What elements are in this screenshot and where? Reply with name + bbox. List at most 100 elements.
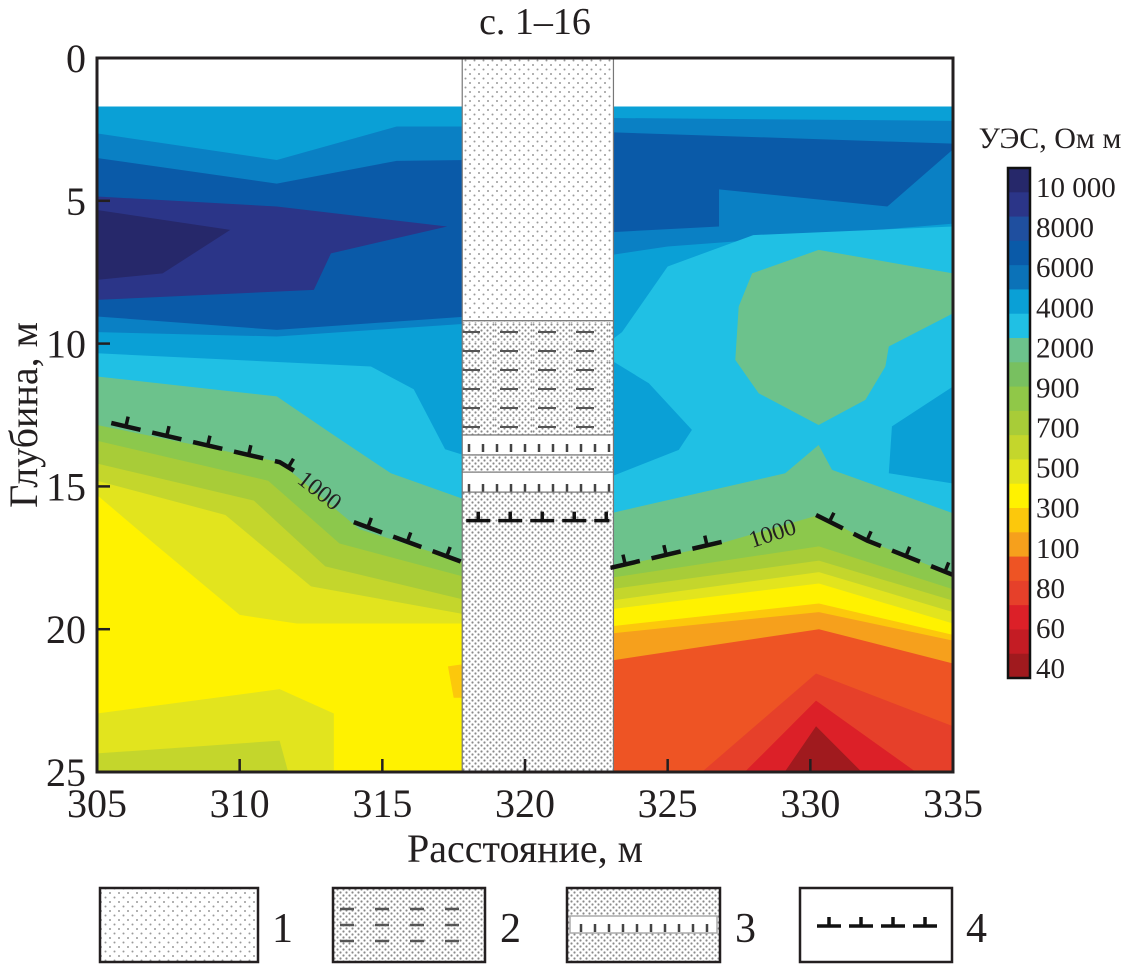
contour-region-10000 — [97, 209, 231, 280]
legend-label-2: 2 — [500, 906, 521, 952]
y-tick-label: 0 — [66, 36, 86, 81]
legend-item-2: 2 — [331, 886, 521, 964]
contour-tick — [621, 554, 627, 565]
contour-1000-lines — [110, 416, 954, 578]
x-tick-label: 305 — [67, 781, 127, 826]
x-tick-label: 335 — [923, 781, 983, 826]
contour-tick — [246, 444, 253, 456]
borehole-layer-dense — [461, 491, 615, 773]
colorbar-swatch — [1008, 289, 1030, 315]
colorbar-swatch — [1008, 192, 1030, 218]
x-axis-title: Расстояние, м — [407, 826, 643, 871]
contour-region-8000 — [97, 196, 448, 300]
y-tick-label: 25 — [46, 750, 86, 795]
colorbar-title: УЭС, Ом м — [979, 122, 1122, 155]
contour-1000-line — [815, 512, 954, 578]
colorbar-label: 10 000 — [1036, 172, 1116, 204]
y-tick-label: 20 — [46, 607, 86, 652]
borehole-layer-2 — [461, 320, 615, 436]
contour-tick — [904, 546, 912, 557]
x-tick-label: 320 — [495, 781, 555, 826]
colorbar-swatch — [1008, 459, 1030, 485]
contour-tick — [124, 416, 130, 427]
colorbar-label: 40 — [1036, 653, 1065, 685]
colorbar-swatch — [1008, 629, 1030, 655]
contour-1000-line — [110, 420, 296, 473]
y-tick-label: 15 — [46, 464, 86, 509]
contour-region-1500 — [735, 249, 953, 425]
contour-tick — [943, 561, 951, 573]
borehole-layer-1 — [461, 57, 615, 322]
colorbar-label: 4000 — [1036, 292, 1094, 324]
legend-item-3: 3 — [565, 886, 756, 964]
contour-tick — [366, 517, 373, 528]
legend-label-3: 3 — [735, 906, 756, 952]
colorbar-swatch — [1008, 168, 1030, 193]
contour-tick — [703, 535, 709, 546]
legend-dashes — [340, 907, 459, 943]
colorbar-swatch — [1008, 216, 1030, 242]
contour-tick — [205, 435, 212, 446]
colorbar-label: 6000 — [1036, 252, 1094, 284]
colorbar-swatch — [1008, 508, 1030, 533]
colorbar-swatch — [1008, 435, 1030, 461]
colorbar-swatch — [1008, 410, 1030, 436]
borehole-layer-3 — [461, 471, 615, 493]
contour-tick — [405, 531, 413, 543]
contour-tick — [286, 457, 295, 469]
colorbar-frame — [1006, 166, 1032, 680]
contour-region-3000 — [888, 386, 953, 484]
contour-tick — [865, 530, 873, 542]
colorbar: 10 000 8000 6000 4000 2000 900 700 500 300 100 80 6… — [1006, 166, 1116, 685]
x-tick-label: 325 — [638, 781, 698, 826]
legend-item-1: 1 — [98, 886, 293, 964]
contour-region-60 — [744, 700, 916, 772]
legend: 1 2 3 4 — [98, 886, 987, 964]
contour-region-3000 — [610, 359, 692, 477]
colorbar-swatch — [1008, 265, 1030, 291]
contour-region-6000 — [610, 132, 953, 233]
y-tick-label: 5 — [66, 179, 86, 224]
colorbar-swatch — [1008, 313, 1030, 339]
borehole-column — [461, 57, 615, 773]
legend-swatch-loam — [331, 886, 487, 964]
borehole-layer-3 — [461, 434, 615, 456]
boundary-hatched-line-icon — [817, 917, 940, 928]
colorbar-swatch — [1008, 240, 1030, 266]
legend-label-1: 1 — [272, 906, 293, 952]
axes: 305 310 315 320 325 330 335 0 5 10 15 20 25 — [46, 36, 983, 826]
y-axis-title: Глубина, м — [1, 322, 46, 508]
contour-1000-line — [610, 537, 734, 570]
contour-tick — [827, 511, 836, 523]
colorbar-swatch — [1008, 532, 1030, 558]
colorbar-label: 60 — [1036, 613, 1065, 645]
colorbar-label: 700 — [1036, 413, 1080, 445]
colorbar-swatch — [1008, 653, 1030, 679]
colorbar-swatch — [1008, 556, 1030, 582]
contour-tick — [165, 425, 171, 437]
legend-label-4: 4 — [966, 906, 987, 952]
legend-gravel-band — [569, 915, 718, 934]
legend-item-4: 4 — [798, 886, 987, 964]
contour-fill-regions — [97, 58, 953, 772]
x-tick-label: 310 — [210, 781, 270, 826]
x-tick-label: 330 — [780, 781, 840, 826]
contour-tick — [662, 544, 668, 556]
colorbar-label: 500 — [1036, 453, 1080, 485]
contour-tick — [445, 546, 452, 557]
colorbar-swatch — [1008, 386, 1030, 412]
x-tick-label: 315 — [352, 781, 412, 826]
colorbar-label: 100 — [1036, 533, 1080, 565]
colorbar-label: 900 — [1036, 372, 1080, 404]
colorbar-label: 2000 — [1036, 332, 1094, 364]
colorbar-label: 8000 — [1036, 212, 1094, 244]
borehole-layer-dense — [461, 454, 615, 473]
legend-swatch-sand — [98, 886, 260, 964]
y-tick-label: 10 — [46, 322, 86, 367]
colorbar-label: 80 — [1036, 573, 1065, 605]
colorbar-swatch — [1008, 605, 1030, 631]
colorbar-swatch — [1008, 483, 1030, 509]
colorbar-swatch — [1008, 338, 1030, 363]
contour-region-40 — [784, 726, 862, 772]
